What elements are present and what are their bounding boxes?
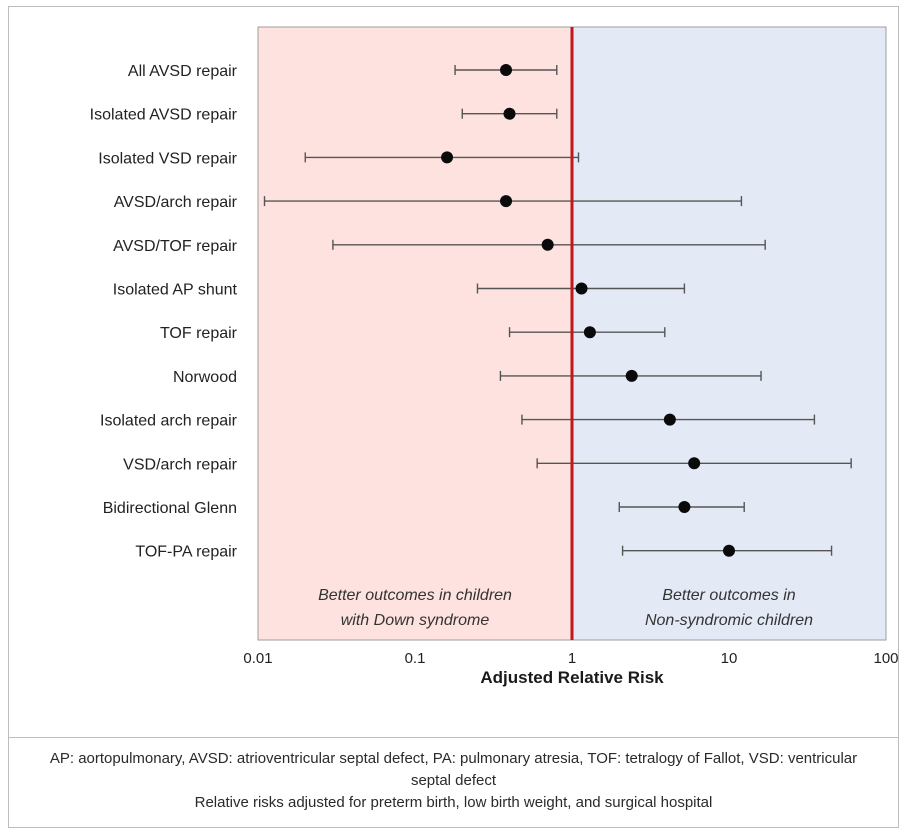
x-tick-label: 10	[721, 650, 738, 667]
point-estimate	[678, 501, 691, 513]
row-label: All AVSD repair	[128, 63, 238, 80]
row-label: Isolated AP shunt	[113, 282, 238, 299]
region-labels: Better outcomes in children with Down syn…	[318, 587, 813, 629]
row-label: Isolated AVSD repair	[90, 107, 238, 124]
row-label: AVSD/TOF repair	[113, 238, 238, 255]
row-label: TOF-PA repair	[135, 544, 237, 561]
region-down-syndrome	[257, 26, 573, 641]
figure-notes: AP: aortopulmonary, AVSD: atrioventricul…	[8, 737, 899, 828]
x-axis-label: Adjusted Relative Risk	[480, 668, 664, 687]
point-estimate	[663, 413, 676, 426]
adjustment-note: Relative risks adjusted for preterm birt…	[194, 794, 713, 811]
row-label: Bidirectional Glenn	[103, 500, 237, 517]
row-label: VSD/arch repair	[123, 456, 237, 473]
x-tick-labels: 0.01 0.1 1 10 100	[243, 650, 898, 667]
row-labels: All AVSD repair Isolated AVSD repair Isola…	[90, 63, 238, 561]
row-label: TOF repair	[160, 325, 238, 342]
point-estimate	[575, 282, 588, 295]
abbreviation-note: AP: aortopulmonary, AVSD: atrioventricul…	[49, 750, 858, 789]
point-estimate	[500, 195, 513, 208]
row-label: Isolated arch repair	[100, 413, 238, 430]
x-tick-label: 100	[873, 650, 898, 667]
region-label-line: with Down syndrome	[341, 612, 490, 629]
point-estimate	[500, 64, 513, 76]
point-estimate	[541, 238, 554, 251]
region-label-line: Non-syndromic children	[645, 612, 813, 629]
row-label: AVSD/arch repair	[114, 194, 238, 211]
region-non-syndromic	[571, 26, 887, 641]
region-label-line: Better outcomes in children	[318, 587, 512, 604]
point-estimate	[723, 544, 735, 557]
plot-regions	[257, 26, 887, 641]
point-estimate	[583, 326, 596, 339]
region-label-line: Better outcomes in	[662, 587, 796, 604]
point-estimates	[441, 64, 735, 557]
x-tick-label: 1	[568, 650, 576, 667]
x-tick-label: 0.1	[405, 650, 426, 667]
row-label: Isolated VSD repair	[98, 150, 237, 167]
figure-frame	[8, 6, 899, 828]
point-estimate	[441, 151, 454, 164]
point-estimate	[625, 369, 638, 382]
forest-plot: Better outcomes in children with Down syn…	[90, 26, 899, 687]
point-estimate	[688, 457, 701, 470]
row-label: Norwood	[173, 369, 237, 386]
point-estimate	[503, 107, 516, 120]
x-tick-label: 0.01	[243, 650, 272, 667]
